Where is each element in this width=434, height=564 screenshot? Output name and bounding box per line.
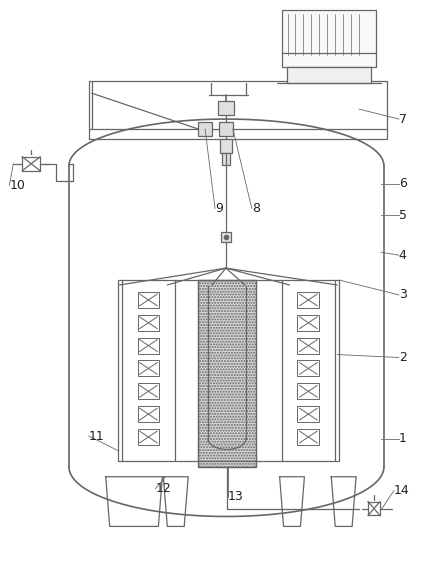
Text: 3: 3 xyxy=(399,288,407,301)
Polygon shape xyxy=(163,477,188,526)
Bar xyxy=(219,122,233,136)
Text: 10: 10 xyxy=(10,179,25,192)
Bar xyxy=(286,67,371,83)
Bar xyxy=(297,384,319,399)
Bar xyxy=(138,360,159,376)
Bar xyxy=(138,429,159,445)
Bar xyxy=(198,280,256,467)
Bar xyxy=(118,280,339,461)
Text: 14: 14 xyxy=(394,484,410,497)
Bar xyxy=(297,315,319,331)
Bar xyxy=(198,280,256,467)
Polygon shape xyxy=(22,156,40,164)
Bar xyxy=(297,338,319,354)
Text: 7: 7 xyxy=(399,113,407,126)
Text: 11: 11 xyxy=(89,430,105,443)
Bar xyxy=(138,292,159,308)
Text: 8: 8 xyxy=(252,202,260,215)
Text: 12: 12 xyxy=(155,482,171,495)
Bar xyxy=(297,292,319,308)
Bar xyxy=(138,406,159,422)
Text: 4: 4 xyxy=(399,249,407,262)
Text: 2: 2 xyxy=(399,351,407,364)
Bar xyxy=(282,10,376,67)
Bar xyxy=(297,406,319,422)
Bar xyxy=(297,429,319,445)
Text: 13: 13 xyxy=(228,490,243,503)
Polygon shape xyxy=(279,477,304,526)
Bar xyxy=(138,384,159,399)
Bar xyxy=(297,360,319,376)
Text: 1: 1 xyxy=(399,433,407,446)
Bar xyxy=(218,101,234,115)
Bar xyxy=(138,338,159,354)
Text: 6: 6 xyxy=(399,177,407,190)
Bar xyxy=(222,153,230,165)
Text: 9: 9 xyxy=(215,202,223,215)
Bar xyxy=(220,139,232,153)
Text: 5: 5 xyxy=(399,209,407,222)
Bar xyxy=(221,232,231,243)
Polygon shape xyxy=(331,477,356,526)
Polygon shape xyxy=(106,477,162,526)
Bar xyxy=(198,122,212,136)
Bar xyxy=(138,315,159,331)
